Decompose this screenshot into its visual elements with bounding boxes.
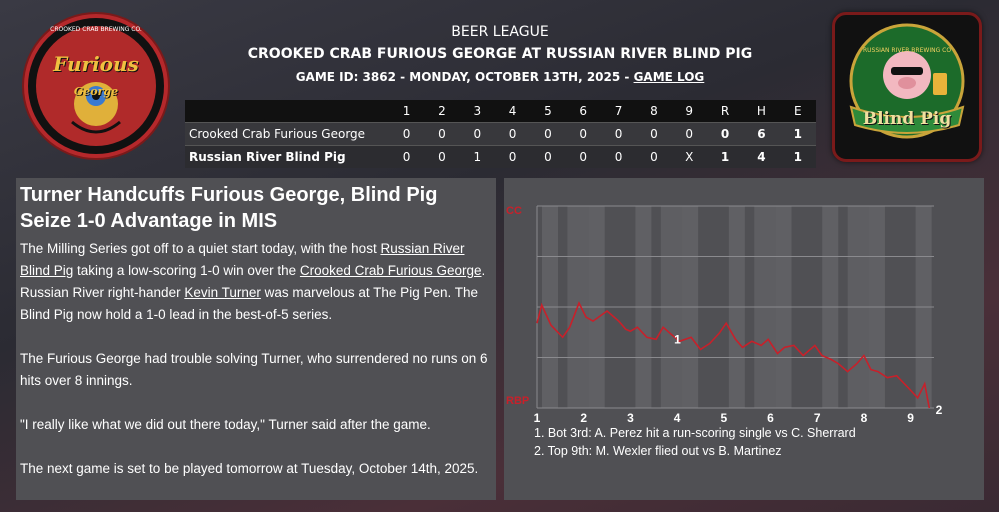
furious-george-emblem-icon [24,14,168,158]
header-team [185,100,389,123]
blind-pig-emblem-icon [849,23,965,139]
chart-note: 1. Bot 3rd: A. Perez hit a run-scoring s… [534,426,856,440]
inning-score: 0 [530,122,566,146]
article-text: The Milling Series got off to a quiet st… [20,241,381,256]
home-logo-ring-text: RUSSIAN RIVER BREWING CO [862,47,952,54]
header-inning: 1 [388,100,425,123]
away-team-name[interactable]: Crooked Crab Furious George [185,122,389,146]
article-paragraph: The next game is set to be played tomorr… [20,461,479,476]
home-logo-banner-text: Blind Pig [862,109,952,129]
header-errors: E [779,100,816,123]
article-text: was marvelous at The Pig Pen. The Blind … [20,285,478,322]
away-logo-ring-text: CROOKED CRAB BREWING CO. [50,26,142,33]
header-runs: R [706,100,744,123]
home-team-name[interactable]: Russian River Blind Pig [185,145,389,168]
header-inning: 5 [530,100,566,123]
x-tick-label: 9 [907,411,914,425]
win-probability-chart: CC RBP 1 2 3 4 5 6 7 8 9 1 2 [504,178,984,500]
inning-score: 0 [424,122,460,146]
game-info-text: GAME ID: 3862 - MONDAY, OCTOBER 13TH, 20… [295,70,634,84]
team-label-bottom: RBP [506,395,529,407]
home-runs: 1 [706,145,744,168]
away-runs: 0 [706,122,744,146]
home-errors: 1 [779,145,816,168]
win-probability-svg: CC RBP 1 2 3 4 5 6 7 8 9 1 2 [506,205,943,425]
x-tick-label: 1 [534,411,541,425]
inning-score: 0 [671,122,707,146]
home-team-logo[interactable]: RUSSIAN RIVER BREWING CO Blind Pig [832,12,982,162]
header-inning: 9 [671,100,707,123]
away-hits: 6 [743,122,780,146]
matchup-title: CROOKED CRAB FURIOUS GEORGE AT RUSSIAN R… [247,46,753,62]
inning-score: 0 [459,122,495,146]
home-team-link[interactable]: Russian River Blind Pig [20,241,465,278]
away-logo-name-line2: George [73,85,119,98]
game-log-link[interactable]: GAME LOG [633,70,705,84]
article-text: taking a low-scoring 1-0 win over the [73,263,300,278]
home-hits: 4 [743,145,780,168]
player-link[interactable]: Kevin Turner [184,285,261,300]
article-text: . Russian River right-hander [20,263,486,300]
inning-score: 0 [636,145,672,168]
inning-score: 0 [494,145,531,168]
league-title: BEER LEAGUE [451,24,549,40]
chart-notes: 1. Bot 3rd: A. Perez hit a run-scoring s… [534,424,856,460]
inning-score: 0 [600,145,637,168]
inning-score: X [671,145,707,168]
linescore-table: 1 2 3 4 5 6 7 8 9 R H E Crooked Crab Fur… [185,100,816,168]
article-headline: Turner Handcuffs Furious George, Blind P… [20,184,438,232]
event-marker-label: 1 [674,332,681,346]
header-inning: 3 [459,100,495,123]
x-tick-label: 4 [674,411,681,425]
game-header: BEER LEAGUE CROOKED CRAB FURIOUS GEORGE … [185,22,815,84]
x-tick-label: 8 [861,411,868,425]
inning-score: 0 [424,145,460,168]
header-inning: 8 [636,100,672,123]
inning-score: 0 [494,122,531,146]
inning-score: 1 [459,145,495,168]
away-logo-name-line1: Furious [53,52,139,76]
header-inning: 6 [565,100,601,123]
inning-score: 0 [600,122,637,146]
header-inning: 2 [424,100,460,123]
x-tick-label: 7 [814,411,821,425]
header-inning: 7 [600,100,637,123]
away-errors: 1 [779,122,816,146]
linescore-row-home: Russian River Blind Pig 0 0 1 0 0 0 0 0 … [185,145,816,168]
win-probability-line [536,301,931,409]
inning-score: 0 [388,145,425,168]
away-team-link[interactable]: Crooked Crab Furious George [299,263,482,278]
x-tick-label: 5 [720,411,727,425]
game-info: GAME ID: 3862 - MONDAY, OCTOBER 13TH, 20… [185,70,815,84]
article-paragraph: The Milling Series got off to a quiet st… [20,238,490,326]
x-tick-label: 6 [767,411,774,425]
header-inning: 4 [494,100,531,123]
inning-score: 0 [565,122,601,146]
article-paragraph: The Furious George had trouble solving T… [20,351,488,388]
inning-score: 0 [530,145,566,168]
chart-note: 2. Top 9th: M. Wexler flied out vs B. Ma… [534,444,782,458]
linescore-row-away: Crooked Crab Furious George 0 0 0 0 0 0 … [185,122,816,146]
header-hits: H [743,100,780,123]
inning-score: 0 [565,145,601,168]
inning-score: 0 [636,122,672,146]
inning-score: 0 [388,122,425,146]
x-tick-label: 2 [580,411,587,425]
away-team-logo[interactable]: CROOKED CRAB BREWING CO. Furious George [22,12,170,160]
team-label-top: CC [506,205,522,217]
away-logo-name: Furious George [22,52,170,100]
game-recap-article: Turner Handcuffs Furious George, Blind P… [16,178,496,500]
linescore-header-row: 1 2 3 4 5 6 7 8 9 R H E [185,100,816,123]
x-tick-label: 3 [627,411,634,425]
article-paragraph: "I really like what we did out there tod… [20,417,431,432]
event-marker-label: 2 [936,403,943,417]
